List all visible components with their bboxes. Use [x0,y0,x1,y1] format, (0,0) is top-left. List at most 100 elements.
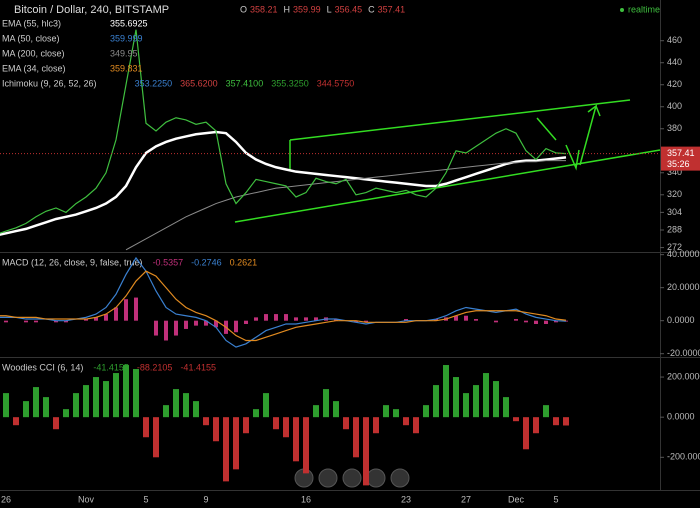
reset[interactable] [342,468,362,488]
bar [203,417,209,426]
bar [33,387,39,418]
histogram-bar [84,319,88,321]
bar [333,401,339,418]
bar [543,405,549,418]
histogram-bar [154,320,158,336]
y-tick-label: -200.0000 [667,452,700,462]
bar [243,417,249,434]
y-tick-label: 20.0000 [667,282,700,292]
legend-readout: -0.5357 [153,257,184,267]
drawing-tools [234,99,661,223]
histogram-bar [554,320,558,323]
price-line [0,29,567,234]
legend-readout: 344.5750 [317,78,355,88]
bar [293,417,299,462]
bar [3,393,9,418]
bar [13,417,19,426]
bar [173,389,179,418]
histogram-bar [204,320,208,326]
histogram-bar [304,317,308,321]
ohlc-label: O [240,4,247,14]
bar [353,417,359,458]
histogram-bar [524,320,528,323]
indicator-line [0,130,567,236]
bar [463,393,469,418]
y-tick-label: 400 [667,101,682,111]
bar [63,409,69,418]
bar [153,417,159,458]
histogram-bar [234,320,238,333]
channel-upper [289,99,631,141]
bar [553,417,559,426]
histogram-bar [174,320,178,336]
indicator-line [0,270,567,342]
y-tick-label: 340 [667,167,682,177]
scroll-right[interactable] [390,468,410,488]
legend-name: MA (50, close) [2,33,60,43]
legend-readout: 353.2250 [135,78,173,88]
legend-readout: -0.2746 [191,257,222,267]
ohlc-label: C [368,4,375,14]
legend-readout: 355.3250 [271,78,309,88]
legend-bg [0,32,70,46]
y-tick-label: 460 [667,35,682,45]
bar [563,417,569,426]
bar [443,365,449,418]
bar [113,373,119,418]
arrow [579,104,601,166]
bar [453,377,459,418]
x-tick-label: 27 [461,494,471,504]
bar [83,385,89,418]
legend-readout: 349.95 [110,48,138,58]
bar [403,417,409,426]
arrow [565,144,580,171]
bar [363,417,369,486]
bar [303,417,309,474]
histogram-bar [284,314,288,321]
histogram-bar [214,320,218,328]
y-tick-label: 40.0000 [667,249,700,259]
countdown: 35:26 [667,159,690,169]
histogram-bar [94,317,98,321]
x-tick-label: Nov [78,494,95,504]
chart-title: Bitcoin / Dollar, 240, BITSTAMP [14,4,169,16]
legend-readout: 359.999 [110,33,143,43]
histogram-bar [4,320,8,323]
bar [213,417,219,442]
histogram-bar [254,317,258,321]
ohlc-value: 356.45 [335,4,363,14]
histogram-bar [454,315,458,321]
bar [123,365,129,418]
zoom-out[interactable] [318,468,338,488]
histogram-bar [514,319,518,321]
histogram-bar [434,319,438,321]
legend-readout: 365.6200 [180,78,218,88]
ohlc-label: L [327,4,332,14]
bar [523,417,529,450]
bar [283,417,289,438]
x-tick-label: 5 [143,494,148,504]
bar [423,405,429,418]
histogram-bar [54,320,58,323]
histogram-bar [184,320,188,329]
legend-bg [0,47,70,61]
legend-readout: 355.6925 [110,18,148,28]
histogram-bar [494,320,498,323]
zoom-in[interactable] [366,468,386,488]
histogram-bar [244,320,248,324]
bar [133,369,139,418]
bar [473,385,479,418]
bar [433,385,439,418]
x-tick-label: 16 [301,494,311,504]
bar [53,417,59,430]
histogram-bar [274,314,278,321]
bar [493,381,499,418]
bar [193,401,199,418]
bar [323,389,329,418]
histogram-bar [404,319,408,321]
last-price-label: 357.41 [667,148,695,158]
histogram-bar [464,315,468,321]
histogram-bar [314,317,318,321]
